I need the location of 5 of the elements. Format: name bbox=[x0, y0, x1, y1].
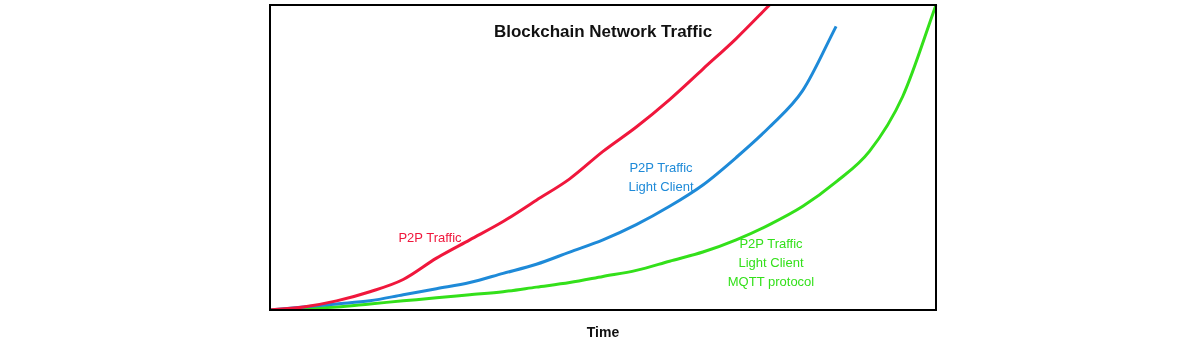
text: Blockchain Network Traffic bbox=[493, 21, 713, 41]
series-label: P2P Traffic Light Client MQTT protocol bbox=[727, 235, 815, 289]
series-label: P2P Traffic Light Client bbox=[628, 159, 694, 194]
x-axis-title: Time bbox=[586, 323, 620, 340]
series-label: P2P Traffic bbox=[398, 229, 463, 245]
